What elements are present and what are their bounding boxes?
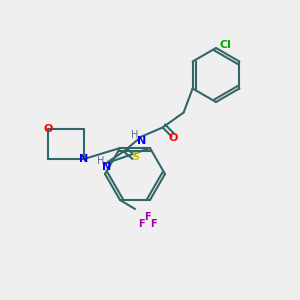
Text: F: F — [150, 220, 157, 230]
Text: Cl: Cl — [219, 40, 231, 50]
Text: N: N — [137, 136, 146, 146]
Text: N: N — [103, 161, 112, 172]
Text: N: N — [80, 154, 88, 164]
Text: H: H — [131, 130, 139, 140]
Text: O: O — [168, 133, 178, 143]
Text: S: S — [132, 152, 140, 163]
Text: H: H — [97, 155, 104, 166]
Text: O: O — [43, 124, 53, 134]
Text: F: F — [138, 220, 145, 230]
Text: F: F — [144, 212, 151, 222]
